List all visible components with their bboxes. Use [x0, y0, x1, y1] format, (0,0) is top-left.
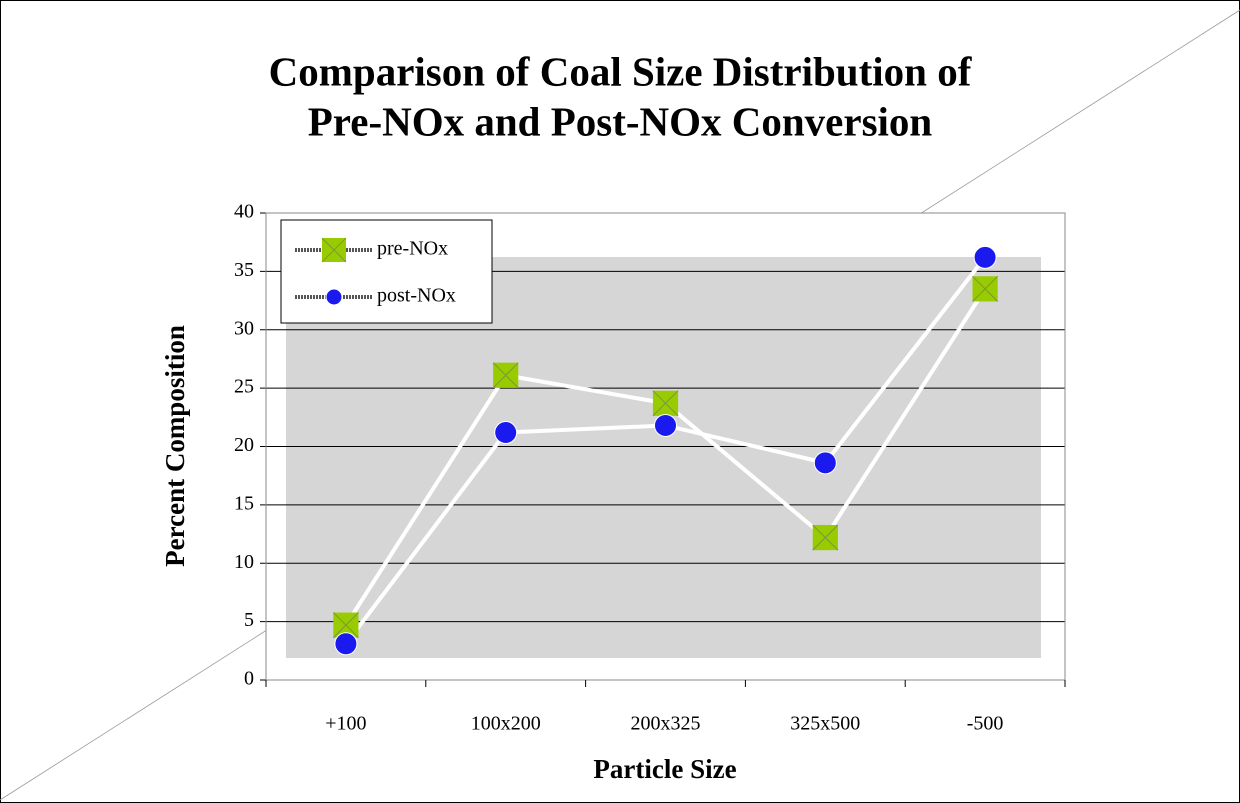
- y-tick-label: 30: [234, 317, 254, 339]
- y-tick-label: 25: [234, 376, 254, 398]
- legend-label: pre-NOx: [377, 238, 448, 260]
- legend-marker: [322, 238, 346, 262]
- point: [495, 421, 517, 443]
- chart-title: Comparison of Coal Size Distribution of: [269, 48, 973, 94]
- legend-symbol: [326, 289, 342, 305]
- y-tick-label: 5: [244, 609, 254, 631]
- point: [814, 452, 836, 474]
- y-tick-label: 10: [234, 551, 254, 573]
- chart-title: Pre-NOx and Post-NOx Conversion: [308, 98, 933, 144]
- x-tick-label: 100x200: [471, 713, 541, 735]
- point: [653, 391, 678, 416]
- point: [493, 363, 518, 388]
- legend-label: post-NOx: [377, 285, 456, 307]
- point: [655, 414, 677, 436]
- y-axis-title: Percent Composition: [160, 325, 190, 567]
- point: [813, 525, 838, 550]
- point: [974, 246, 996, 268]
- legend-marker: [326, 289, 342, 305]
- y-tick-label: 35: [234, 259, 254, 281]
- x-tick-label: -500: [967, 713, 1004, 735]
- x-axis-title: Particle Size: [593, 754, 736, 784]
- y-tick-label: 0: [244, 668, 254, 690]
- x-tick-label: 325x500: [790, 713, 860, 735]
- y-tick-label: 15: [234, 492, 254, 514]
- y-tick-label: 20: [234, 434, 254, 456]
- chart: Comparison of Coal Size Distribution of …: [0, 0, 1240, 803]
- x-tick-label: +100: [325, 713, 366, 735]
- y-tick-label: 40: [234, 201, 254, 223]
- legend-box: [281, 220, 492, 323]
- point: [335, 633, 357, 655]
- point: [973, 276, 998, 301]
- x-tick-label: 200x325: [631, 713, 701, 735]
